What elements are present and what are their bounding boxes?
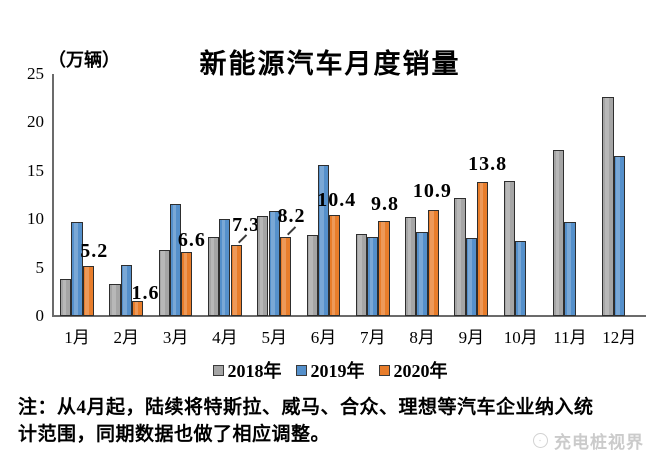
bar-2018-m8 bbox=[405, 217, 417, 316]
data-label-2020-m9: 13.8 bbox=[468, 153, 508, 176]
footnote: 注：从4月起，陆续将特斯拉、威马、合众、理想等汽车企业纳入统 计范围，同期数据也… bbox=[18, 394, 648, 448]
y-axis-line bbox=[52, 74, 54, 316]
bar-2018-m5 bbox=[257, 216, 269, 316]
bar-2019-m5 bbox=[268, 211, 280, 316]
bar-2020-m5 bbox=[279, 236, 292, 316]
data-label-2020-m5: 8.2 bbox=[277, 204, 306, 227]
bar-2018-m3 bbox=[158, 250, 170, 316]
data-label-2020-m4: 7.3 bbox=[232, 214, 261, 237]
y-axis-unit-label: （万辆） bbox=[48, 50, 120, 70]
bar-2020-m1 bbox=[82, 265, 94, 316]
legend-item-2019: 2019年 bbox=[295, 357, 365, 383]
bar-2020-m3 bbox=[181, 252, 193, 316]
bar-2019-m6 bbox=[317, 164, 330, 316]
data-label-2020-m3: 6.6 bbox=[177, 229, 206, 252]
x-tick-label-m1: 1月 bbox=[64, 328, 90, 347]
y-tick-label-10: 10 bbox=[27, 209, 44, 229]
legend-swatch-2020 bbox=[378, 364, 390, 376]
bar-2018-m10 bbox=[503, 181, 515, 316]
data-label-2020-m7: 9.8 bbox=[371, 193, 400, 216]
x-tick-label-m9: 9月 bbox=[458, 328, 485, 347]
bar-2020-m4 bbox=[230, 245, 242, 316]
bar-2018-m12 bbox=[602, 97, 614, 316]
legend-label-2019: 2019年 bbox=[310, 361, 365, 381]
bar-2019-m7 bbox=[367, 236, 379, 316]
x-tick-label-m3: 3月 bbox=[162, 328, 189, 347]
legend-item-2020: 2020年 bbox=[378, 357, 448, 383]
watermark: 充电桩视界 bbox=[533, 428, 644, 453]
y-tick-label-5: 5 bbox=[35, 257, 45, 277]
y-tick-label-15: 15 bbox=[27, 160, 44, 180]
x-tick-label-m8: 8月 bbox=[409, 328, 435, 347]
bar-2019-m4 bbox=[219, 219, 231, 316]
chart-legend: 2018年 2019年 2020年 bbox=[0, 357, 660, 383]
x-tick-label-m2: 2月 bbox=[113, 328, 140, 347]
bar-2020-m2 bbox=[131, 300, 144, 316]
bar-2019-m2 bbox=[120, 264, 132, 316]
x-axis-line bbox=[52, 315, 646, 317]
x-tick-label-m10: 10月 bbox=[503, 328, 538, 347]
watermark-label: 充电桩视界 bbox=[554, 433, 644, 452]
data-label-2020-m8: 10.9 bbox=[412, 180, 452, 203]
legend-swatch-2019 bbox=[295, 364, 307, 376]
bar-2020-m7 bbox=[378, 221, 390, 316]
y-tick-label-20: 20 bbox=[27, 112, 44, 132]
legend-item-2018: 2018年 bbox=[212, 357, 282, 383]
bar-2019-m10 bbox=[515, 241, 527, 316]
chart-title: 新能源汽车月度销量 bbox=[199, 49, 461, 79]
data-label-2020-m2: 1.6 bbox=[131, 281, 160, 304]
bar-2020-m6 bbox=[329, 215, 341, 316]
data-label-2020-m6: 10.4 bbox=[317, 189, 357, 212]
bar-2018-m1 bbox=[60, 279, 72, 316]
bar-2018-m2 bbox=[109, 284, 121, 316]
data-label-2020-m1: 5.2 bbox=[80, 239, 109, 262]
y-tick-label-25: 25 bbox=[27, 64, 44, 83]
bar-2020-m9 bbox=[477, 182, 489, 316]
footnote-line-1: 注：从4月起，陆续将特斯拉、威马、合众、理想等汽车企业纳入统 bbox=[18, 397, 594, 418]
bar-2019-m11 bbox=[564, 222, 576, 316]
bar-2019-m12 bbox=[613, 156, 625, 316]
bar-2018-m11 bbox=[553, 150, 565, 316]
bar-2020-m8 bbox=[427, 210, 439, 316]
legend-label-2020: 2020年 bbox=[393, 361, 448, 381]
bar-2018-m6 bbox=[306, 234, 318, 316]
footnote-line-2: 计范围，同期数据也做了相应调整。 bbox=[18, 424, 331, 445]
y-tick-label-0: 0 bbox=[35, 306, 45, 325]
x-tick-label-m5: 5月 bbox=[261, 328, 287, 347]
bar-2018-m4 bbox=[207, 236, 220, 316]
x-tick-label-m7: 7月 bbox=[360, 328, 386, 347]
bar-2018-m7 bbox=[355, 233, 368, 316]
x-tick-label-m4: 4月 bbox=[212, 328, 238, 347]
legend-label-2018: 2018年 bbox=[227, 361, 282, 381]
bar-2019-m9 bbox=[465, 237, 477, 316]
x-tick-label-m11: 11月 bbox=[553, 328, 587, 347]
x-tick-label-m6: 6月 bbox=[310, 328, 337, 347]
x-tick-label-m12: 12月 bbox=[602, 328, 637, 347]
bar-2019-m1 bbox=[71, 222, 83, 316]
watermark-logo-icon bbox=[533, 433, 548, 448]
bar-2019-m8 bbox=[416, 231, 428, 316]
bar-2019-m3 bbox=[169, 203, 182, 316]
legend-swatch-2018 bbox=[212, 364, 224, 376]
bar-2018-m9 bbox=[454, 197, 466, 316]
